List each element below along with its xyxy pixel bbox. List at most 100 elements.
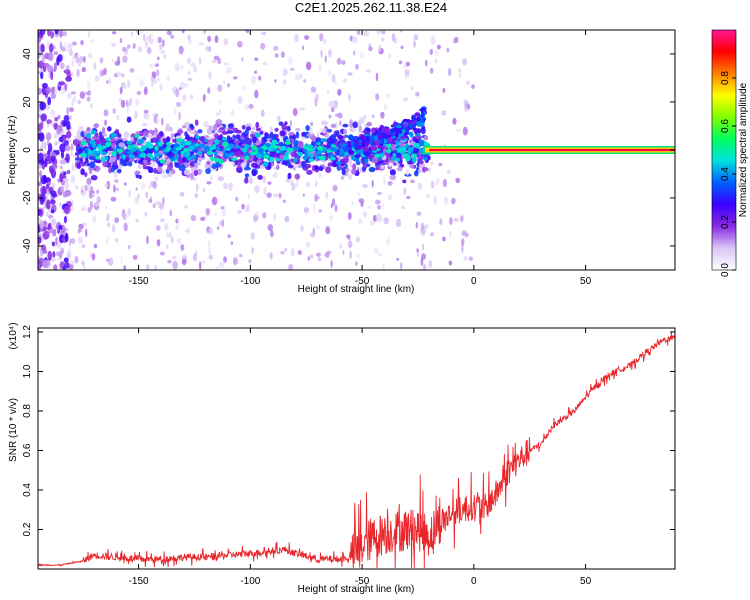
spectrogram-speckle	[170, 236, 174, 244]
spectrogram-branch-point	[339, 147, 344, 154]
spectrogram-speckle	[56, 250, 60, 257]
spectrogram-speckle	[63, 120, 68, 127]
spectrogram-speckle	[93, 244, 98, 249]
spectrogram-speckle	[334, 204, 338, 213]
spectrogram-speckle	[166, 244, 169, 249]
spectrogram-speckle	[438, 162, 443, 167]
spectrogram-point	[286, 125, 291, 132]
spectrogram-speckle	[80, 189, 84, 193]
spectrogram-speckle	[79, 91, 86, 99]
spectrogram-peak	[180, 140, 187, 147]
spectrogram-speckle	[64, 83, 68, 91]
spectrogram-speckle	[294, 73, 300, 81]
spectrogram-speckle	[295, 127, 301, 132]
spectrogram-speckle	[333, 99, 338, 109]
spectrogram-speckle	[87, 184, 91, 192]
spectrogram-point	[211, 163, 217, 170]
spectrogram-speckle	[58, 224, 63, 230]
spectrogram-peak	[211, 144, 217, 150]
spectrogram-branch-point	[415, 121, 421, 125]
spectrogram-speckle	[69, 238, 72, 247]
spectrogram-speckle	[375, 212, 382, 222]
spectrogram-speckle	[88, 52, 93, 59]
spectrogram-speckle	[217, 57, 221, 65]
snr-x-tick-label: -150	[129, 576, 149, 587]
spectrogram-point	[231, 161, 235, 166]
spectrogram-point	[371, 157, 379, 164]
spectrogram-point	[243, 152, 251, 157]
spectrogram-speckle	[310, 86, 317, 93]
spectrogram-point	[123, 131, 130, 138]
spectrogram-point	[193, 160, 198, 164]
spectrogram-speckle	[262, 175, 267, 184]
spectrogram-speckle	[126, 79, 131, 88]
spectrogram-speckle	[112, 108, 116, 114]
spectrogram-point	[387, 181, 393, 186]
snr-x-tick-label: -50	[355, 576, 370, 587]
spectrogram-point	[183, 169, 191, 176]
spectrogram-point	[351, 128, 358, 132]
spectrogram-speckle	[129, 97, 132, 106]
colorbar: 0.0 0.2 0.4 0.6 0.8 Normalized spectral ampl…	[711, 29, 749, 277]
spectrogram-point	[261, 136, 267, 144]
spectrogram-speckle	[416, 248, 419, 253]
spectrogram-speckle	[262, 61, 268, 66]
spectrogram-speckle	[106, 238, 109, 245]
spectrogram-peak	[254, 132, 261, 138]
spectrogram-speckle	[270, 230, 274, 238]
spectrogram-peak	[159, 159, 165, 164]
spectrogram-speckle	[312, 227, 315, 235]
spectrogram-point	[288, 164, 294, 169]
spectrogram-point	[366, 163, 371, 167]
spectrogram-speckle	[135, 187, 138, 191]
spectrogram-speckle	[71, 71, 74, 78]
spectrogram-speckle	[50, 155, 56, 161]
spectrogram-point	[134, 159, 138, 164]
spectrogram-speckle	[292, 108, 298, 117]
spectrogram-speckle	[146, 235, 149, 245]
spectrogram-speckle	[120, 73, 125, 78]
spectrogram-speckle	[365, 69, 372, 73]
spectrogram-point	[327, 162, 334, 167]
spectrogram-peak	[194, 143, 200, 147]
spectrogram-speckle	[401, 205, 406, 210]
spectrogram-speckle	[157, 36, 162, 44]
spectrogram-speckle	[47, 70, 51, 79]
spectrogram-speckle	[287, 56, 293, 66]
spectrogram-point	[89, 161, 96, 169]
spectrogram-speckle	[434, 58, 438, 64]
spectrogram-speckle	[42, 249, 48, 254]
spectrogram-point	[326, 137, 334, 144]
spectrogram-speckle	[146, 47, 152, 54]
spectrogram-peak	[126, 140, 133, 145]
spectrogram-speckle	[56, 126, 61, 135]
spectrogram-speckle	[280, 251, 285, 255]
spectrogram-speckle	[429, 161, 435, 165]
spectrogram-speckle	[463, 106, 469, 113]
spectrogram-speckle	[378, 44, 382, 52]
spectrogram-speckle	[137, 193, 140, 200]
spectrogram-speckle	[299, 73, 303, 80]
spectrogram-speckle	[143, 109, 149, 114]
spectrogram-point	[343, 128, 348, 135]
spectrogram-speckle	[443, 196, 449, 206]
spectrogram-point	[233, 140, 241, 144]
spectrogram-speckle	[187, 34, 191, 40]
spectrogram-speckle	[455, 177, 461, 184]
spectrogram-speckle	[290, 67, 295, 71]
spectrogram-speckle	[181, 258, 187, 266]
spectrogram-peak	[204, 138, 209, 143]
spectrogram-speckle	[220, 206, 225, 210]
spectrogram-branch-point	[387, 137, 393, 143]
spectrogram-speckle	[104, 119, 108, 126]
spectrogram-speckle	[169, 231, 172, 239]
figure-title: C2E1.2025.262.11.38.E24	[295, 0, 447, 15]
spectrogram-speckle	[42, 230, 50, 240]
spectrogram-branch-point	[363, 147, 369, 152]
spectrogram-branch-point	[408, 131, 413, 136]
spectrogram-speckle	[248, 259, 252, 264]
spectrogram-peak	[304, 151, 309, 157]
spectrogram-speckle	[382, 203, 385, 210]
spectrogram-speckle	[59, 251, 63, 259]
spectrogram-speckle	[129, 68, 135, 73]
